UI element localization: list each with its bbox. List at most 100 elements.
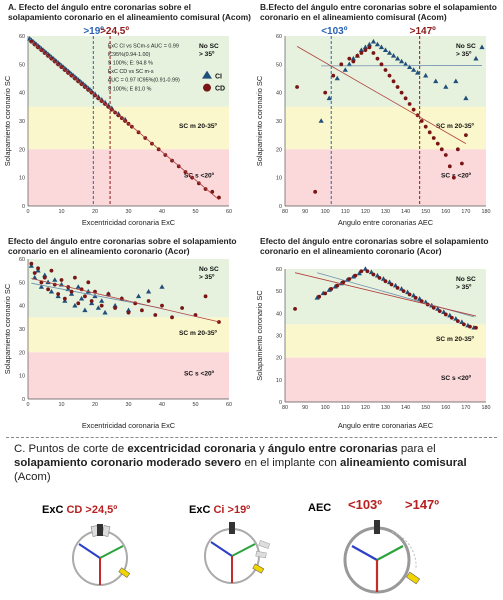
chart-1-ylabel: Solapamiento coronario SC [255, 75, 264, 166]
dial-1-blue-spoke [78, 543, 101, 559]
chart-0-legend-label-0: CI [215, 74, 222, 81]
chart-0-xtick-2: 20 [92, 209, 98, 215]
chart-3-xtick-8: 160 [441, 405, 450, 411]
chart-1-series-1-point-16 [391, 79, 396, 84]
chart-3-xtick-7: 150 [421, 405, 430, 411]
chart-2-series-0-point-16 [82, 307, 88, 313]
chart-1-series-0-point-20 [411, 67, 417, 72]
chart-2-xtick-6: 60 [226, 402, 232, 408]
chart-2-series-0-point-13 [72, 302, 78, 308]
dial-1-label: ExC CD >24,5º [42, 504, 117, 516]
chart-1-xtick-1: 90 [302, 209, 308, 215]
chart-0-legend-marker-1 [203, 83, 211, 92]
chart-0-stats-5: S 100%; E 81.0 % [108, 86, 152, 92]
chart-2-series-1-point-14 [76, 301, 81, 306]
chart-1-xtick-9: 170 [461, 209, 470, 215]
chart-1-series-0-point-19 [407, 64, 413, 69]
chart-2-xtick-1: 10 [59, 402, 65, 408]
chart-3-series-1-point-21 [437, 309, 442, 314]
chart-2-series-1-point-13 [73, 275, 77, 280]
chart-1-series-0-point-17 [398, 58, 405, 64]
chart-2-series-1-point-5 [46, 287, 50, 292]
chart-3-series-1-point-27 [474, 325, 478, 330]
chart-2-series-0-point-28 [146, 288, 152, 294]
dial-3-label-b: <103º [348, 497, 382, 512]
chart-1-series-0-point-21 [415, 70, 421, 75]
chart-0-xtick-6: 60 [226, 209, 232, 215]
chart-1-ytick-4: 40 [276, 91, 282, 97]
chart-1-cutoff-label-1: >147º [410, 26, 437, 37]
chart-3-series-1-point-11 [377, 275, 382, 280]
chart-3-xtick-0: 80 [282, 405, 288, 411]
chart-1-series-1-point-12 [375, 56, 380, 61]
chart-2-zone-2 [28, 352, 229, 399]
c-title-mid-3: en el implante con [241, 457, 341, 469]
c-title-bold-2: ángulo entre coronarias [267, 443, 398, 455]
chart-2-series-1-point-12 [69, 289, 74, 294]
chart-1-xtick-8: 160 [441, 209, 450, 215]
chart-0-ytick-6: 60 [19, 34, 25, 40]
chart-3-series-1-point-23 [449, 315, 454, 320]
chart-1-series-0-point-25 [453, 78, 459, 84]
dial-2-ghost-marker-2 [255, 550, 267, 559]
chart-0-stats-3: ExC CD vs SC m-s [108, 69, 154, 75]
chart-2-series-1-point-6 [49, 268, 54, 273]
chart-0-zone-0 [28, 36, 229, 107]
chart-0-ytick-0: 0 [22, 204, 25, 210]
c-title-bold-1: excentricidad coronaria [127, 443, 256, 455]
chart-1-series-1-point-33 [459, 161, 464, 166]
chart-1-title-line-0: B.Efecto del ángulo entre coronarias sob… [260, 2, 497, 12]
c-title-prefix: C. Puntos de corte de [14, 443, 128, 455]
chart-1-series-1-point-6 [351, 59, 356, 64]
chart-1-xtick-4: 120 [361, 209, 370, 215]
chart-3-series-1-point-3 [329, 287, 334, 291]
chart-2-series-0-point-27 [135, 293, 142, 299]
chart-1-series-0-point-10 [370, 38, 377, 44]
chart-3-xlabel: Angulo entre coronarias AEC [338, 421, 434, 430]
chart-2-series-1-point-1 [32, 271, 37, 275]
chart-2-series-1-point-27 [146, 299, 151, 303]
chart-2-series-1-point-17 [86, 280, 91, 285]
chart-1-ytick-3: 30 [276, 119, 282, 125]
chart-1-xlabel: Angulo entre coronarias AEC [338, 218, 434, 227]
chart-3-ytick-1: 10 [276, 378, 282, 384]
chart-3-series-1-point-4 [335, 283, 340, 288]
chart-2-title-line-1: coronario en el alineamiento coronario (… [8, 246, 190, 256]
chart-2-series-1-point-8 [56, 292, 61, 296]
chart-3-series-1-point-26 [468, 324, 472, 329]
chart-2-ytick-6: 60 [19, 257, 25, 263]
chart-1-series-0-point-3 [342, 67, 348, 72]
chart-1-xtick-2: 100 [321, 209, 330, 215]
chart-3-series-1-point-1 [317, 294, 322, 299]
chart-1-series-1-point-28 [439, 147, 444, 152]
chart-1-series-0-point-28 [479, 44, 485, 50]
chart-1-ytick-1: 10 [276, 176, 282, 182]
chart-0-ytick-2: 20 [19, 147, 25, 153]
chart-1-series-0-point-26 [463, 95, 469, 101]
chart-2-xtick-2: 20 [92, 402, 98, 408]
chart-3-series-1-point-0 [293, 307, 297, 311]
chart-0-xtick-1: 10 [59, 209, 65, 215]
chart-1-series-1-point-18 [399, 90, 404, 95]
chart-2-series-1-point-26 [140, 308, 144, 313]
chart-1-xtick-10: 180 [482, 209, 491, 215]
dial-3-label-c: >147º [405, 497, 439, 512]
chart-1-series-1-trend [296, 46, 467, 144]
dial-2-label: ExC Ci >19º [189, 504, 250, 516]
chart-2-series-1-point-21 [106, 292, 111, 296]
dial-3-label-b-text: <103º [348, 497, 383, 512]
chart-2-zone-label-0-1: > 35º [199, 274, 215, 281]
chart-2-series-1-point-34 [217, 320, 221, 324]
chart-1-ytick-0: 0 [279, 204, 282, 210]
chart-2-series-1-point-30 [170, 315, 174, 320]
chart-0-zone-1 [28, 106, 229, 150]
chart-3-xtick-10: 180 [482, 405, 491, 411]
chart-0-legend-marker-0 [202, 70, 212, 79]
chart-1-series-1-point-34 [464, 133, 468, 138]
dial-3-arc [391, 531, 417, 569]
chart-2-ytick-1: 10 [19, 374, 25, 380]
chart-1-xtick-0: 80 [282, 209, 288, 215]
chart-1-series-0-point-2 [334, 75, 340, 81]
chart-1-series-0-point-24 [443, 84, 449, 89]
chart-1-series-1-point-24 [423, 124, 428, 129]
